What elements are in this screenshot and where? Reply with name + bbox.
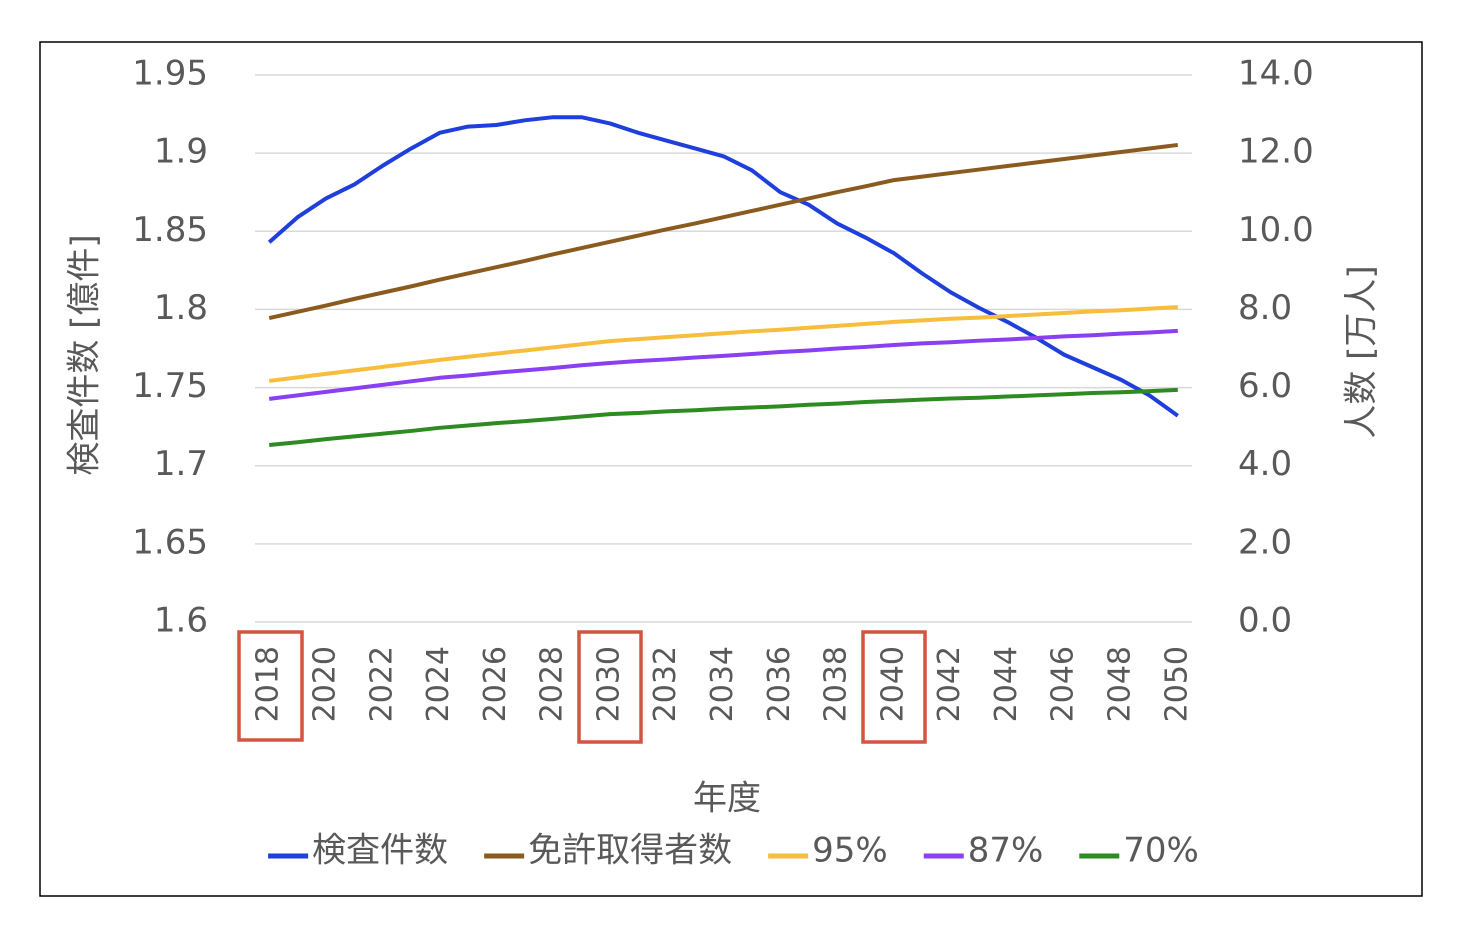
legend-label: 免許取得者数 (528, 831, 732, 871)
y2-tick-label: 14.0 (1238, 54, 1314, 94)
y-tick-label: 1.6 (154, 601, 208, 641)
y-tick-label: 1.75 (132, 366, 208, 406)
x-tick-label: 2024 (421, 646, 456, 722)
x-tick-label: 2018 (251, 646, 286, 722)
x-tick-label: 2048 (1103, 646, 1138, 722)
x-tick-label: 2030 (591, 646, 626, 722)
legend-label: 検査件数 (312, 831, 448, 871)
legend-label: 95% (812, 831, 888, 871)
x-tick-label: 2020 (307, 646, 342, 722)
legend-label: 70% (1123, 831, 1199, 871)
x-tick-label: 2034 (705, 646, 740, 722)
x-tick-label: 2032 (648, 646, 683, 722)
y2-tick-label: 6.0 (1238, 366, 1292, 406)
y-tick-label: 1.8 (154, 288, 208, 328)
y-tick-label: 1.95 (132, 54, 208, 94)
series-line (268, 305, 1178, 383)
x-tick-label: 2036 (762, 646, 797, 722)
x-axis-title: 年度 (693, 779, 761, 819)
x-tick-label: 2040 (875, 646, 910, 722)
highlight-boxes (237, 630, 927, 744)
x-tick-label: 2022 (364, 646, 399, 722)
y-tick-label: 1.7 (154, 444, 208, 484)
y-tick-label: 1.9 (154, 132, 208, 172)
series-line (268, 328, 1178, 401)
series-line (268, 142, 1179, 320)
y2-tick-label: 8.0 (1238, 288, 1292, 328)
y2-tick-label: 12.0 (1238, 132, 1314, 172)
x-tick-label: 2046 (1046, 646, 1081, 722)
x-tick-label: 2044 (989, 646, 1024, 722)
x-tick-label: 2050 (1159, 646, 1194, 722)
x-tick-label: 2026 (478, 646, 513, 722)
y-axis-title: 検査件数 [億件] (65, 234, 105, 475)
x-tick-label: 2038 (819, 646, 854, 722)
y2-tick-label: 0.0 (1238, 601, 1292, 641)
highlight-box (237, 630, 304, 742)
y2-tick-label: 10.0 (1238, 210, 1314, 250)
legend-label: 87% (968, 831, 1044, 871)
y-tick-label: 1.65 (132, 522, 208, 562)
highlight-box (861, 630, 927, 744)
y2-axis-title: 人数 [万人] (1342, 265, 1382, 438)
highlight-box (577, 630, 643, 744)
legend: 検査件数 免許取得者数 95% 87% 70% (268, 831, 1199, 871)
y-tick-label: 1.85 (132, 210, 208, 250)
y2-tick-label: 4.0 (1238, 444, 1292, 484)
series-line (269, 387, 1178, 447)
x-tick-label: 2028 (535, 646, 570, 722)
series-line (267, 115, 1179, 418)
chart-frame (39, 41, 1423, 897)
y2-tick-label: 2.0 (1238, 522, 1292, 562)
x-tick-label: 2042 (932, 646, 967, 722)
